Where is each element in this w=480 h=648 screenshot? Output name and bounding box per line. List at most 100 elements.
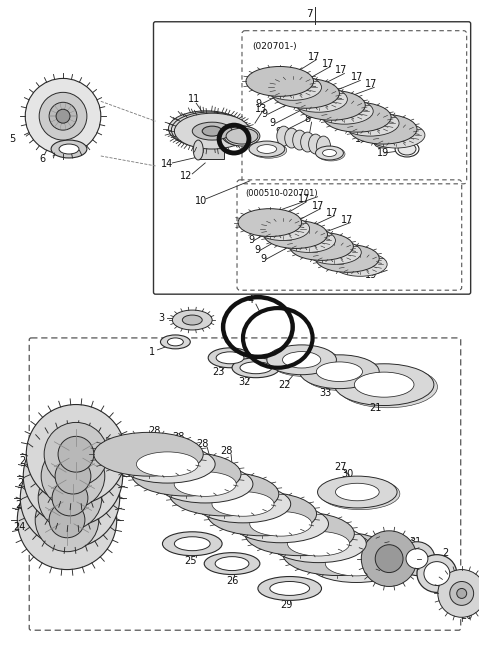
Ellipse shape	[208, 348, 252, 368]
Text: 8: 8	[305, 114, 311, 124]
Ellipse shape	[251, 143, 287, 158]
Ellipse shape	[232, 358, 280, 378]
Ellipse shape	[160, 335, 190, 349]
Text: 18: 18	[374, 536, 386, 546]
Ellipse shape	[238, 209, 301, 237]
Ellipse shape	[44, 422, 108, 486]
Ellipse shape	[457, 588, 467, 598]
Ellipse shape	[438, 570, 480, 618]
Ellipse shape	[51, 140, 87, 158]
Ellipse shape	[417, 555, 457, 592]
Ellipse shape	[336, 483, 379, 501]
Text: 14: 14	[160, 159, 173, 169]
Ellipse shape	[349, 114, 417, 144]
Text: 2: 2	[442, 548, 448, 558]
Text: 17: 17	[341, 214, 354, 225]
Ellipse shape	[246, 67, 313, 97]
Ellipse shape	[424, 562, 450, 586]
Text: 22: 22	[278, 380, 290, 389]
Text: 9: 9	[260, 255, 266, 264]
Ellipse shape	[282, 229, 336, 253]
Ellipse shape	[317, 147, 345, 161]
Ellipse shape	[309, 545, 404, 583]
Ellipse shape	[270, 581, 310, 596]
Text: 9: 9	[248, 235, 254, 246]
Ellipse shape	[20, 448, 120, 548]
Ellipse shape	[303, 357, 383, 391]
Ellipse shape	[325, 551, 387, 576]
Ellipse shape	[264, 220, 327, 248]
Ellipse shape	[316, 136, 330, 156]
Ellipse shape	[290, 86, 348, 112]
Ellipse shape	[202, 126, 222, 136]
Text: 28: 28	[148, 426, 161, 436]
Ellipse shape	[258, 577, 322, 601]
Ellipse shape	[264, 75, 322, 100]
Ellipse shape	[226, 128, 258, 144]
Ellipse shape	[39, 93, 87, 140]
Text: 1: 1	[148, 347, 155, 357]
Ellipse shape	[298, 90, 365, 120]
Text: 9: 9	[270, 118, 276, 128]
Ellipse shape	[207, 492, 316, 536]
Ellipse shape	[193, 140, 203, 160]
Ellipse shape	[283, 352, 321, 368]
Text: 10: 10	[195, 196, 207, 205]
Ellipse shape	[354, 372, 414, 397]
Ellipse shape	[26, 404, 126, 504]
Ellipse shape	[367, 122, 425, 148]
Text: 13: 13	[255, 104, 267, 114]
Ellipse shape	[293, 130, 307, 150]
Ellipse shape	[171, 112, 247, 148]
Text: 24: 24	[15, 500, 28, 510]
Text: 17: 17	[322, 58, 334, 69]
Ellipse shape	[174, 113, 250, 149]
Ellipse shape	[398, 143, 416, 155]
Text: 11: 11	[188, 95, 201, 104]
Ellipse shape	[17, 470, 117, 570]
Ellipse shape	[204, 553, 260, 575]
Ellipse shape	[316, 362, 362, 382]
Ellipse shape	[283, 532, 392, 575]
Ellipse shape	[256, 216, 310, 240]
Ellipse shape	[162, 532, 222, 555]
Ellipse shape	[285, 128, 299, 148]
Text: 17: 17	[351, 73, 364, 82]
Ellipse shape	[341, 110, 399, 136]
Ellipse shape	[270, 347, 339, 376]
Text: 30: 30	[341, 469, 354, 479]
Ellipse shape	[222, 126, 258, 145]
Ellipse shape	[224, 126, 260, 146]
Text: 28: 28	[172, 432, 185, 443]
Text: 28: 28	[220, 446, 232, 456]
Ellipse shape	[38, 466, 102, 530]
Polygon shape	[198, 141, 224, 159]
Text: 9: 9	[276, 127, 282, 137]
Text: 27: 27	[357, 494, 370, 504]
Text: 24: 24	[19, 456, 32, 466]
Ellipse shape	[94, 432, 203, 476]
Text: 12: 12	[180, 171, 193, 181]
Text: 31: 31	[409, 537, 421, 547]
Ellipse shape	[136, 452, 198, 476]
Text: 9: 9	[255, 99, 261, 110]
Text: 17: 17	[336, 65, 348, 75]
Ellipse shape	[277, 126, 291, 146]
Ellipse shape	[192, 122, 232, 140]
Ellipse shape	[267, 345, 336, 375]
Text: 9: 9	[262, 110, 268, 119]
Text: 19: 19	[377, 148, 389, 158]
Text: 19: 19	[365, 270, 378, 281]
Ellipse shape	[215, 557, 249, 571]
Ellipse shape	[49, 102, 77, 130]
Ellipse shape	[309, 134, 323, 154]
Ellipse shape	[399, 542, 435, 575]
Ellipse shape	[395, 141, 419, 157]
Text: 26: 26	[226, 575, 239, 586]
Text: 20: 20	[461, 611, 473, 621]
Ellipse shape	[41, 445, 105, 508]
Text: 6: 6	[39, 154, 45, 164]
Text: 33: 33	[320, 388, 332, 398]
Text: 17: 17	[298, 194, 310, 203]
Ellipse shape	[132, 452, 241, 496]
